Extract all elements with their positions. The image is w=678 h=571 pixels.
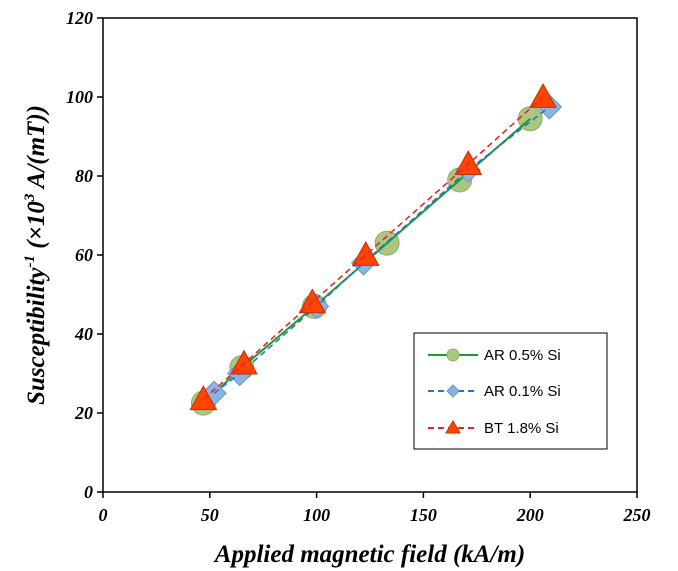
legend-entry-3: BT 1.8% Si xyxy=(428,420,559,437)
y-tick-label: 0 xyxy=(84,482,93,502)
y-axis-title-end: A/(mT)) xyxy=(23,105,50,194)
y-tick-label: 120 xyxy=(66,8,93,28)
y-tick-label: 80 xyxy=(75,166,93,186)
data-point-triangle xyxy=(298,288,327,314)
data-point-triangle xyxy=(189,385,218,411)
data-point-triangle xyxy=(454,150,483,176)
y-axis-title-exp1: -1 xyxy=(22,255,38,268)
y-tick-label: 40 xyxy=(74,324,93,344)
legend-label: AR 0.5% Si xyxy=(484,347,561,364)
y-axis-title-exp2: 3 xyxy=(22,193,38,202)
y-axis: 0 20 40 60 80 100 120 xyxy=(66,8,103,502)
legend-triangle-icon xyxy=(445,420,461,434)
series-line xyxy=(213,106,550,394)
series-3 xyxy=(189,82,557,411)
y-tick-label: 20 xyxy=(74,403,93,423)
y-axis-title-main: Susceptibility xyxy=(23,267,50,405)
y-axis-title-mid: (×10 xyxy=(23,201,50,255)
legend-label: AR 0.1% Si xyxy=(484,383,561,400)
legend-entry-2: AR 0.1% Si xyxy=(428,383,561,400)
data-point-triangle xyxy=(230,349,258,375)
x-tick-label: 0 xyxy=(99,505,108,525)
x-tick-label: 250 xyxy=(623,505,651,525)
series-line xyxy=(202,96,544,400)
x-tick-label: 50 xyxy=(201,505,219,525)
y-axis-title: Susceptibility-1 (×103 A/(mT)) xyxy=(22,105,50,405)
y-tick-label: 60 xyxy=(75,245,93,265)
legend-circle-icon xyxy=(446,348,460,362)
x-tick-label: 200 xyxy=(516,505,544,525)
legend-box xyxy=(413,332,608,450)
x-axis-title: Applied magnetic field (kA/m) xyxy=(213,541,525,568)
legend-diamond-icon xyxy=(446,384,460,398)
legend-entry-1: AR 0.5% Si xyxy=(428,347,561,364)
y-tick-label: 100 xyxy=(66,87,93,107)
data-point-triangle xyxy=(351,240,380,266)
x-axis: 0 50 100 150 200 250 xyxy=(99,492,651,525)
x-tick-label: 100 xyxy=(303,505,330,525)
legend-label: BT 1.8% Si xyxy=(484,420,559,437)
data-point-triangle xyxy=(529,82,557,108)
x-tick-label: 150 xyxy=(410,505,437,525)
legend: AR 0.5% Si AR 0.1% Si BT 1.8% Si xyxy=(413,332,608,450)
series-layer xyxy=(189,82,563,416)
